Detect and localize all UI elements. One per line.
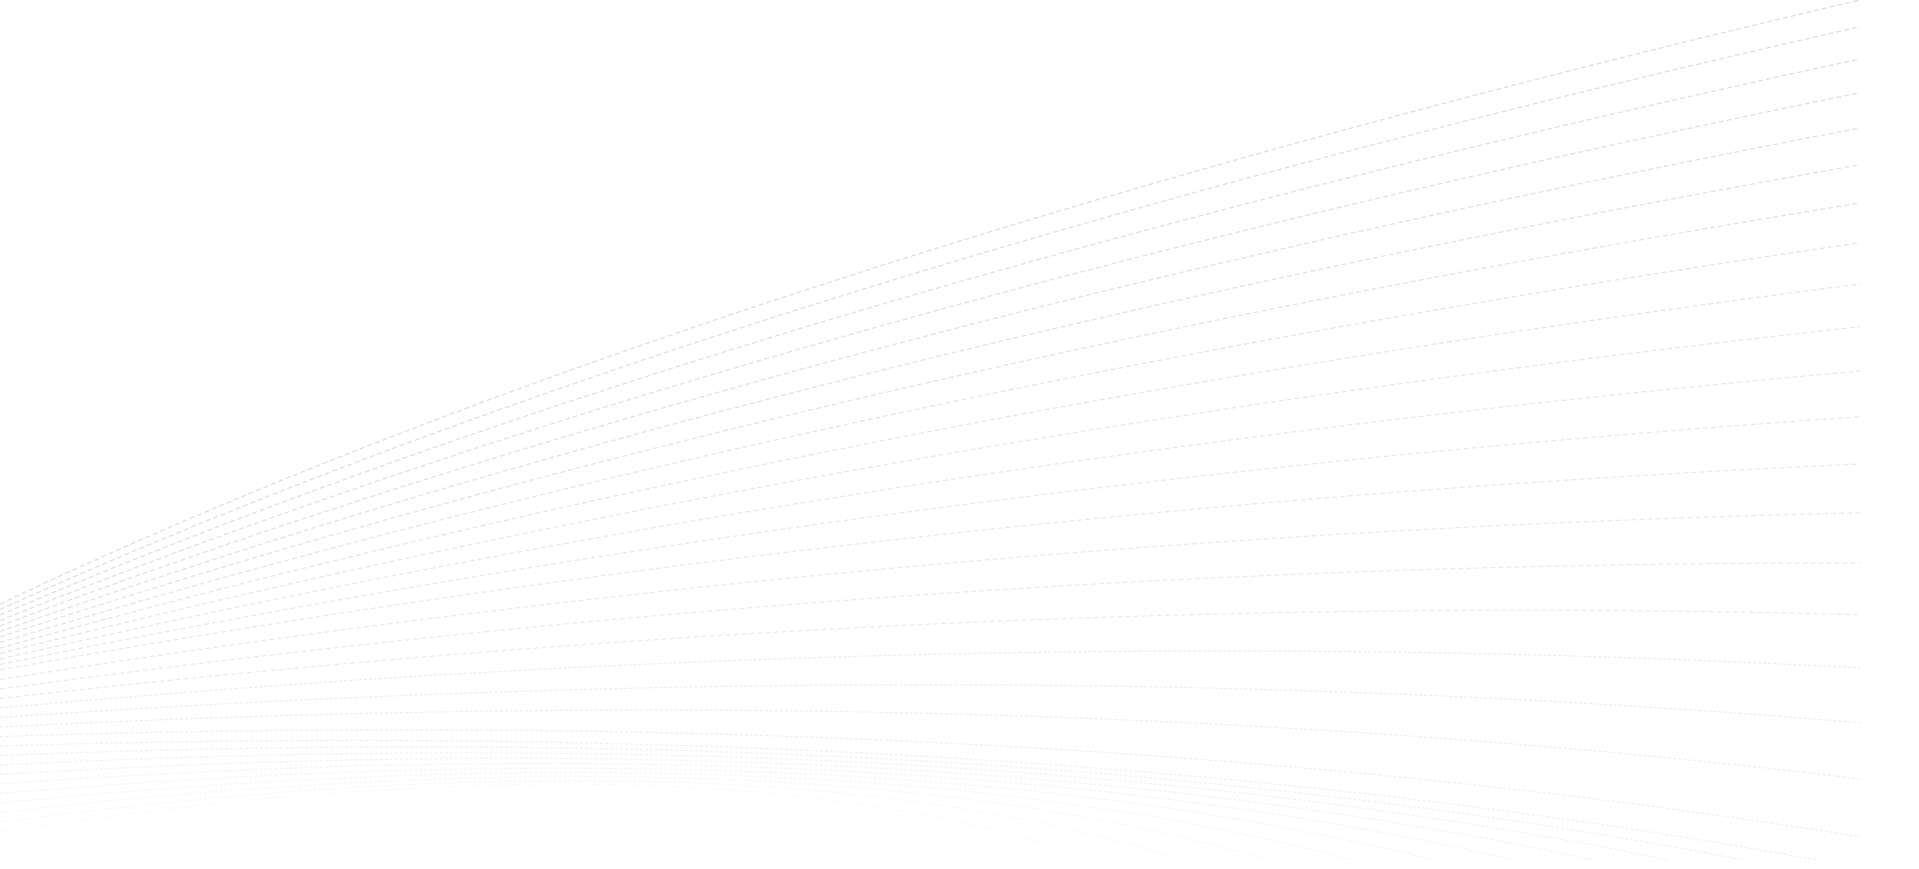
wave-line [0,767,1435,861]
wave-line [0,202,1861,638]
wave-line [0,512,1861,681]
wave-line [0,164,1861,633]
wave-line [0,762,1515,861]
wave-line [0,709,1861,780]
wave-line [0,776,1269,861]
wave-line [0,772,1353,861]
wave-line [0,729,1861,838]
wave-line [0,752,1670,861]
wave-line [0,562,1861,690]
wave-line [0,684,1861,724]
wave-line [0,780,1184,861]
wave-line [0,783,1097,861]
wave-line [0,242,1861,644]
wave-line [0,416,1861,666]
wave-line [0,283,1861,649]
wave-line [0,92,1861,622]
wave-line [0,757,1593,861]
wave-line [0,127,1861,627]
wave-line [0,650,1861,709]
wave-line [0,26,1861,611]
wave-line [0,370,1861,660]
wave-line [0,326,1861,655]
wave-line [0,0,1861,605]
wave-line [0,58,1861,616]
wave-line [0,463,1861,671]
wave-line [0,746,1745,861]
wave-line [0,609,1861,700]
